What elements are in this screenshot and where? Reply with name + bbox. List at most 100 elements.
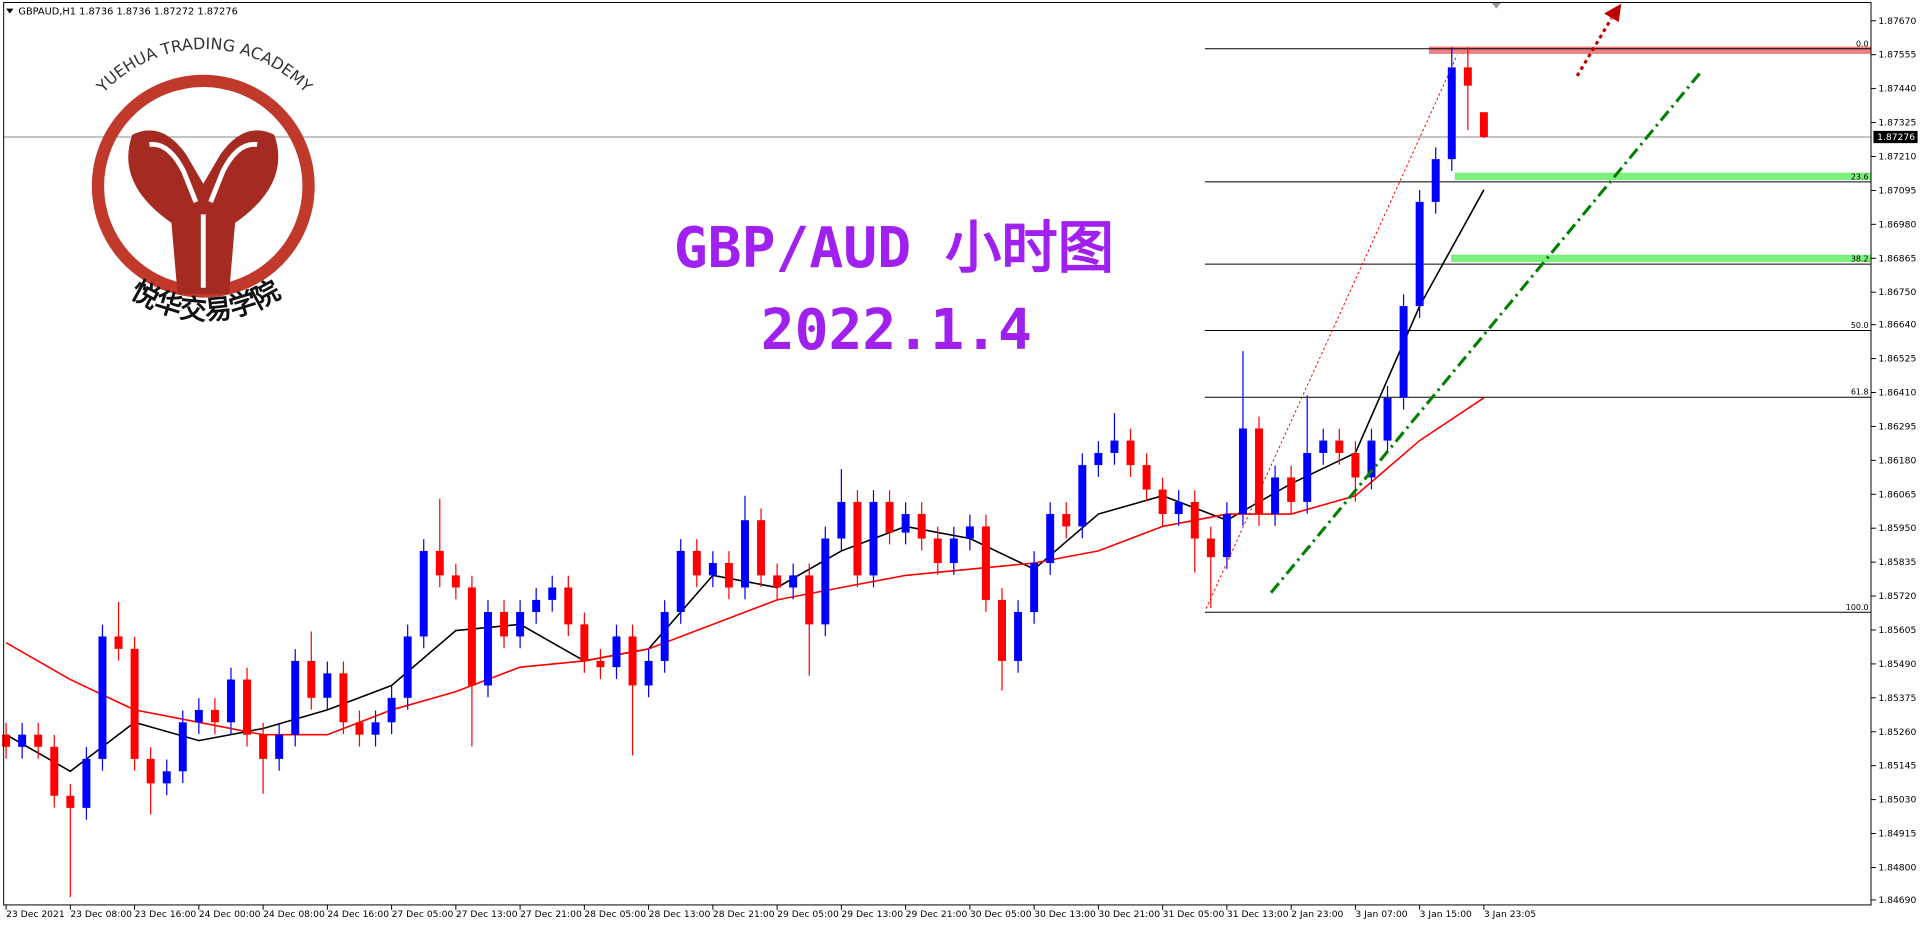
candle-body [676,550,685,612]
candle-body [1014,611,1023,661]
candle-body [805,575,814,625]
candle-body [596,660,605,668]
y-tick-label: 1.85720 [1878,591,1916,602]
x-tick-label: 28 Dec 13:00 [649,909,711,920]
support-zone [1454,172,1872,181]
candle-body [210,709,219,723]
candle-body [773,575,782,588]
candle-body [1222,514,1231,558]
y-tick-label: 1.85260 [1878,727,1916,738]
candle-body [757,520,766,576]
x-tick-label: 23 Dec 2021 [6,909,65,920]
candle-body [532,599,541,612]
moving-average [5,397,1485,736]
y-tick-label: 1.86865 [1878,253,1916,264]
candle-body [483,611,492,686]
candle-body [1062,514,1071,527]
trend-line [1269,72,1701,594]
candle-body [467,587,476,686]
candle-body [998,599,1006,661]
y-tick-label: 1.86525 [1878,354,1916,365]
y-tick-label: 1.85835 [1878,557,1916,568]
candle-body [1206,538,1215,558]
candle-body [917,514,926,539]
candle-body [564,587,573,625]
candle-body [660,611,669,661]
fib-label: 0.0 [1856,39,1869,48]
support-zone [1451,254,1872,263]
candle-body [18,734,27,747]
candle-body [949,538,958,564]
candle-body [259,734,268,759]
candle-body [1447,67,1456,160]
candle-body [1158,489,1167,515]
x-tick-label: 30 Dec 05:00 [970,909,1032,920]
y-tick-label: 1.85375 [1878,693,1916,704]
y-tick-label: 1.87210 [1878,152,1916,163]
candle-body [291,660,300,735]
marker [1491,2,1502,9]
candle-body [243,679,252,735]
y-tick-label: 1.87325 [1878,118,1916,129]
candle-body [1142,465,1151,490]
y-tick-label: 1.86410 [1878,388,1916,399]
y-tick-label: 1.86640 [1878,320,1916,331]
candle-body [323,673,332,698]
candle-body [34,734,43,747]
candle-body [114,636,123,649]
candle-body [500,611,509,637]
x-tick-label: 28 Dec 21:00 [713,909,775,920]
candle-body [1174,501,1183,515]
candle-body [1255,428,1263,515]
fib-label: 23.6 [1851,172,1869,181]
candle-body [435,550,444,576]
candle-body [1367,440,1376,478]
candle-body [1431,159,1440,202]
chart-subtitle: 2022.1.4 [761,298,1032,363]
y-tick-label: 1.84800 [1878,863,1916,874]
close: 1.87276 [197,7,237,18]
y-tick-label: 1.86980 [1878,219,1916,230]
x-tick-label: 24 Dec 16:00 [327,909,389,920]
candle-body [1383,397,1392,441]
x-tick-label: 23 Dec 08:00 [70,909,132,920]
candle-body [580,624,589,661]
x-tick-label: 29 Dec 05:00 [777,909,839,920]
fib-trend-line [1205,54,1458,609]
candle-body [853,501,862,576]
candle-body [1399,306,1408,398]
chart-title: GBP/AUD 小时图 [674,216,1114,281]
candle-body [1030,563,1039,612]
y-tick-label: 1.85030 [1878,795,1916,806]
x-tick-label: 2 Jan 23:00 [1291,909,1343,920]
candle-body [1319,440,1328,453]
x-tick-label: 27 Dec 05:00 [392,909,454,920]
candle-body [708,563,717,576]
plot-border [3,1,1872,906]
fib-label: 50.0 [1851,321,1869,330]
candle-body [1479,112,1488,138]
current-price-box [1873,130,1918,144]
current-price-label: 1.87276 [1877,132,1915,143]
x-tick-label: 31 Dec 13:00 [1227,909,1289,920]
x-tick-label: 23 Dec 16:00 [135,909,197,920]
arrow-head [1604,3,1622,23]
candle-body [371,722,380,735]
x-tick-label: 27 Dec 13:00 [456,909,518,920]
x-tick-label: 3 Jan 07:00 [1355,909,1407,920]
candle-body [516,611,525,637]
candle-body [1078,465,1087,527]
candle-body [2,734,11,747]
candle-body [146,758,155,784]
y-tick-label: 1.86065 [1878,489,1916,500]
x-tick-label: 24 Dec 08:00 [263,909,325,920]
y-tick-label: 1.85950 [1878,523,1916,534]
high: 1.8736 [116,7,150,18]
x-tick-label: 28 Dec 05:00 [584,909,646,920]
candle-body [98,636,107,759]
x-tick-label: 29 Dec 21:00 [906,909,968,920]
candle-body [965,526,974,539]
candle-body [869,501,878,576]
